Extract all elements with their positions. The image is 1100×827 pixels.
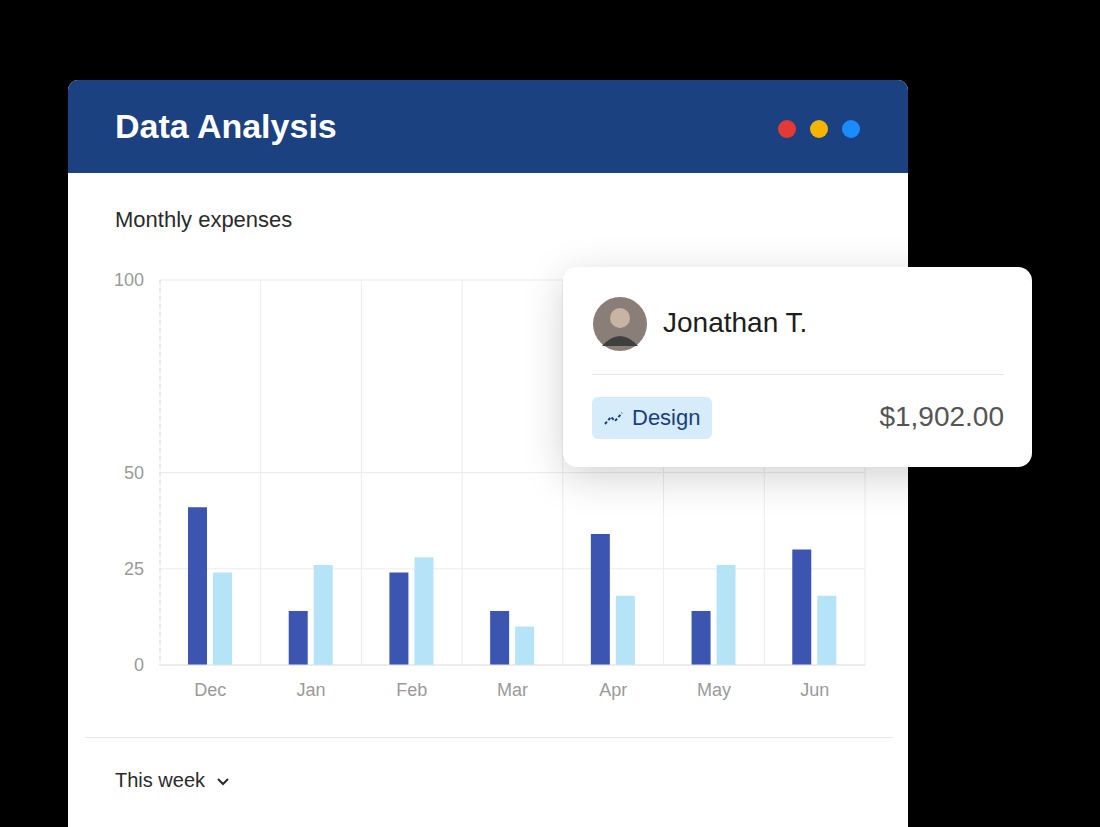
html-text:Data Analysis: Data Analysis (115, 107, 337, 145)
svg-text:Mar: Mar (497, 680, 528, 700)
html-text:Monthly expenses: Monthly expenses (115, 207, 293, 232)
svg-text:Apr: Apr (599, 680, 627, 700)
svg-text:Jun: Jun (800, 680, 829, 700)
html-text:This week: This week (115, 769, 205, 791)
html-text:Jonathan T.: Jonathan T. (663, 307, 808, 338)
svg-text:Feb: Feb (396, 680, 427, 700)
html-text:Design: Design (632, 405, 701, 430)
svg-text:100: 100 (114, 270, 144, 290)
html-text:$1,902.00: $1,902.00 (879, 401, 1004, 432)
svg-text:May: May (697, 680, 731, 700)
svg-text:50: 50 (124, 463, 144, 483)
svg-text:Dec: Dec (194, 680, 226, 700)
svg-text:Jan: Jan (297, 680, 326, 700)
svg-text:0: 0 (134, 655, 144, 675)
svg-text:25: 25 (124, 559, 144, 579)
